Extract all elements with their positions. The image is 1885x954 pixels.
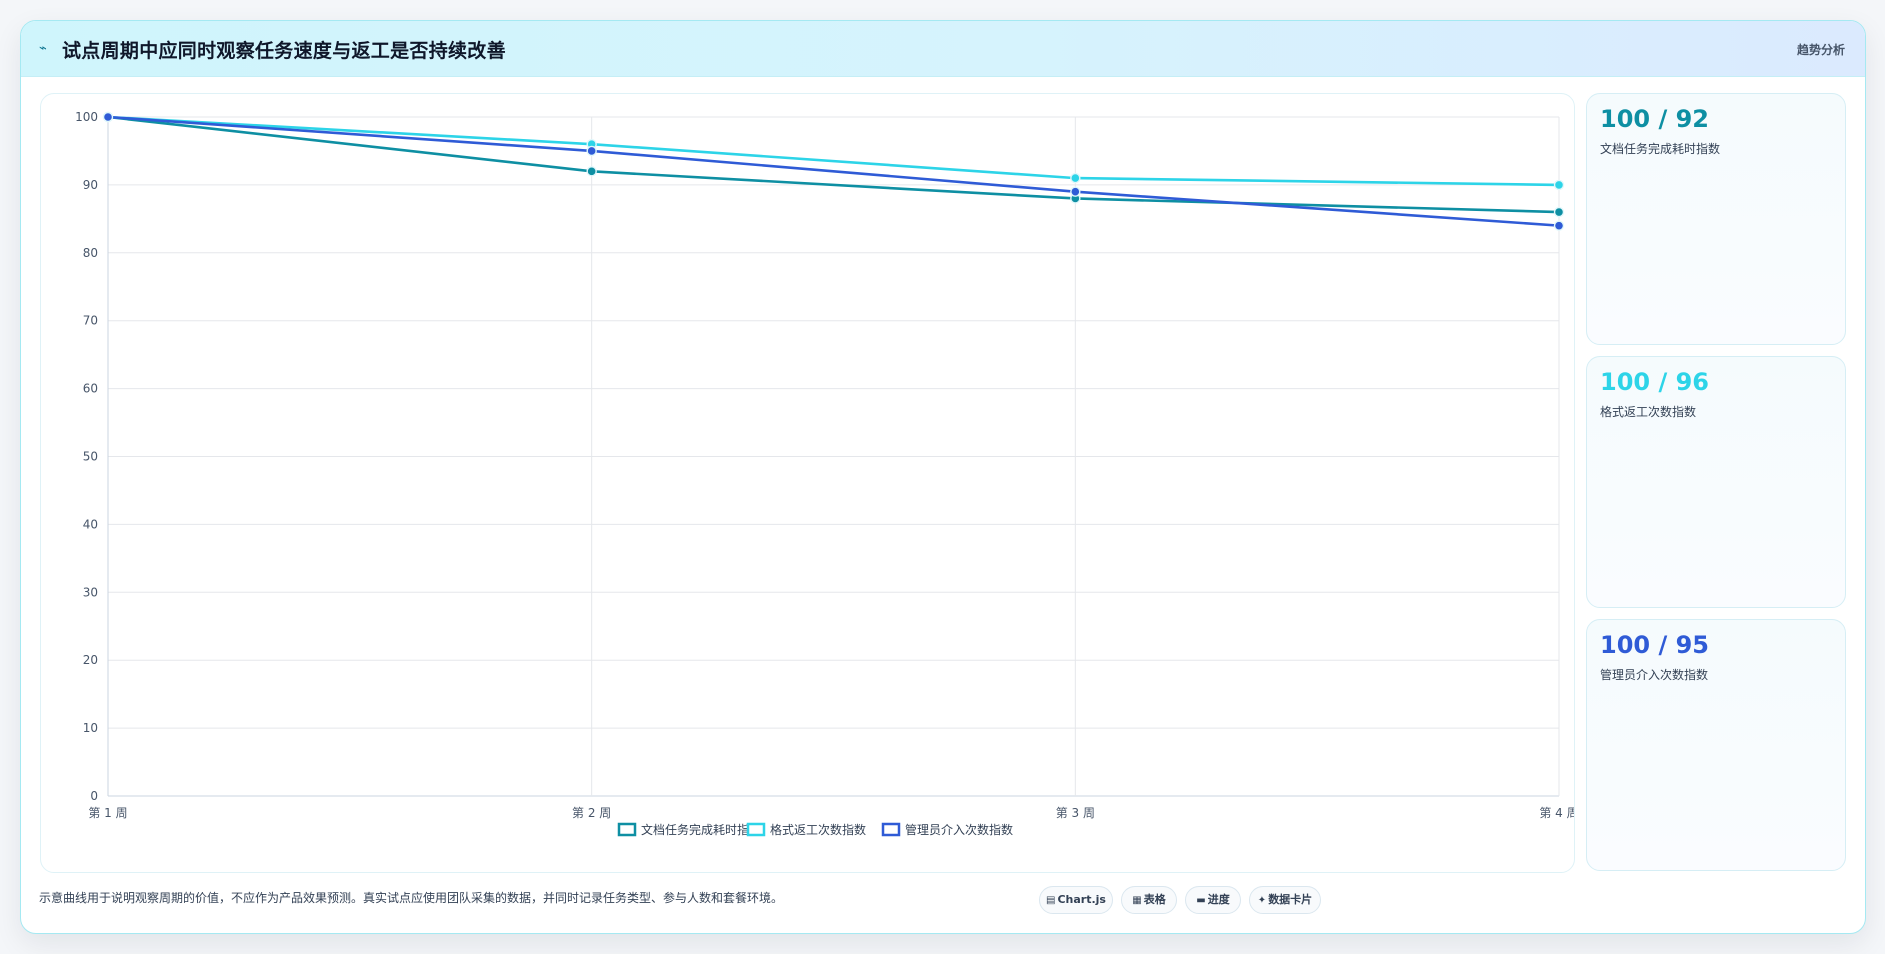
data-point [1553, 206, 1565, 218]
chart-line-icon: ⌁ [39, 41, 47, 56]
legend-swatch-1 [617, 822, 637, 837]
data-point [1070, 186, 1081, 197]
stat-card-1: 100 / 92 文档任务完成耗时指数 [1586, 93, 1846, 345]
page-title: 试点周期中应同时观察任务速度与返工是否持续改善 [62, 40, 506, 62]
series-line-1 [107, 115, 1560, 214]
y-tick-label: 40 [83, 517, 98, 531]
trend-panel: ⌁ 试点周期中应同时观察任务速度与返工是否持续改善 趋势分析 0 10 20 30 40… [20, 20, 1866, 934]
chip-data-card[interactable]: ✦ 数据卡片 [1249, 886, 1321, 914]
series-line-2 [107, 115, 1560, 187]
y-tick-label: 100 [75, 110, 98, 124]
data-point [1553, 179, 1565, 191]
legend-swatch-3 [881, 822, 901, 837]
y-tick-label: 30 [83, 585, 98, 599]
y-tick-label: 20 [83, 653, 98, 667]
data-point [102, 111, 114, 123]
line-chart: 0 10 20 30 40 50 60 70 80 90 100 第 1 周 第 2 周 第 3 周 第 4… [75, 110, 1574, 837]
y-tick-label: 60 [83, 382, 98, 396]
chart-icon: ▤ [1046, 895, 1056, 906]
chip-chartjs[interactable]: ▤ Chart.js [1039, 886, 1113, 914]
chip-label: Chart.js [1057, 893, 1106, 906]
chip-label: 进度 [1207, 893, 1230, 906]
chart-card: 0 10 20 30 40 50 60 70 80 90 100 第 1 周 第 2 周 第 3 周 第 4… [40, 93, 1575, 873]
progress-icon: ▬ [1196, 895, 1206, 906]
stat-card-2: 100 / 96 格式返工次数指数 [1586, 356, 1846, 608]
chip-table[interactable]: ▦ 表格 [1121, 886, 1177, 914]
data-point [586, 145, 597, 157]
chip-label: 表格 [1143, 893, 1166, 906]
x-tick-label: 第 1 周 [88, 806, 127, 820]
chip-label: 数据卡片 [1268, 893, 1313, 906]
card-icon: ✦ [1257, 895, 1267, 906]
series-line-3 [107, 115, 1560, 227]
y-tick-label: 70 [83, 314, 98, 328]
stat-card-3: 100 / 95 管理员介入次数指数 [1586, 619, 1846, 871]
stat-value-2: 100 / 96 [1600, 368, 1709, 396]
y-tick-label: 0 [90, 789, 98, 803]
stat-label-2: 格式返工次数指数 [1600, 405, 1697, 419]
stat-value-3: 100 / 95 [1600, 631, 1709, 659]
y-tick-label: 50 [83, 450, 98, 464]
x-tick-label: 第 2 周 [572, 806, 611, 820]
data-point [1070, 172, 1081, 184]
legend-label-1: 文档任务完成耗时指数 [641, 822, 761, 837]
panel-header: ⌁ 试点周期中应同时观察任务速度与返工是否持续改善 趋势分析 [21, 21, 1865, 77]
y-tick-label: 80 [83, 246, 98, 260]
stat-value-1: 100 / 92 [1600, 105, 1709, 133]
x-tick-label: 第 4 周 [1539, 806, 1574, 820]
legend-label-3: 管理员介入次数指数 [905, 822, 1013, 837]
stat-label-1: 文档任务完成耗时指数 [1600, 142, 1721, 156]
data-point [586, 166, 597, 177]
x-tick-label: 第 3 周 [1056, 806, 1095, 820]
table-icon: ▦ [1132, 895, 1142, 906]
chart-footnote: 示意曲线用于说明观察周期的价值，不应作为产品效果预测。真实试点应使用团队采集的数… [39, 891, 784, 905]
y-tick-label: 10 [83, 721, 98, 735]
stat-label-3: 管理员介入次数指数 [1600, 668, 1709, 682]
legend-swatch-2 [746, 822, 766, 837]
y-tick-label: 90 [83, 178, 98, 192]
legend-label-2: 格式返工次数指数 [770, 822, 866, 837]
data-point [1553, 220, 1565, 231]
trend-analysis-tag: 趋势分析 [1796, 43, 1845, 57]
chip-progress[interactable]: ▬ 进度 [1185, 886, 1241, 914]
